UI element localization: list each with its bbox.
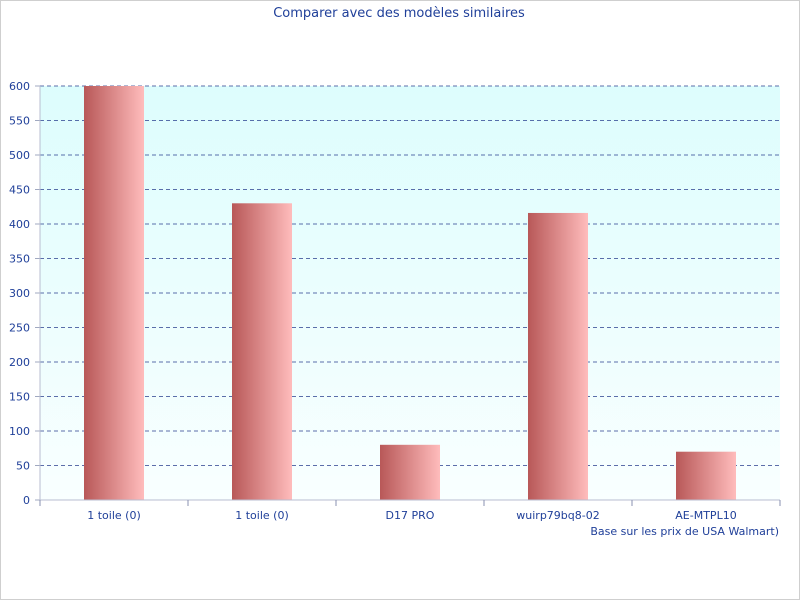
axes [39,86,780,501]
grid-lines [40,85,780,466]
chart-title: Comparer avec des modèles similaires [273,6,525,21]
bar [84,86,144,500]
y-tick-label: 200 [9,356,30,369]
y-tick-label: 0 [23,494,30,507]
bar [676,451,736,500]
bar [232,203,292,501]
price-source-note: Base sur les prix de USA Walmart) [590,525,779,538]
y-tick-label: 450 [9,184,30,197]
y-tick-label: 150 [9,391,30,404]
x-tick-label: AE-MTPL10 [675,509,736,522]
bar [380,444,440,500]
y-tick-label: 100 [9,425,30,438]
plot-area [40,86,780,500]
y-tick-label: 600 [9,80,30,93]
x-tick-label: 1 toile (0) [235,509,289,522]
y-axis-ticks: 0 50 100 150 200 250 300 350 400 450 500 550 600 [9,80,40,507]
y-tick-label: 350 [9,253,30,266]
y-tick-label: 250 [9,322,30,335]
bars [84,86,736,501]
bar [528,212,588,500]
x-tick-label: D17 PRO [386,509,435,522]
y-tick-label: 500 [9,149,30,162]
x-tick-label: wuirp79bq8-02 [516,509,599,522]
y-tick-label: 300 [9,287,30,300]
y-tick-label: 400 [9,218,30,231]
y-tick-label: 550 [9,115,30,128]
y-tick-label: 50 [16,460,30,473]
x-axis-ticks: 1 toile (0) 1 toile (0) D17 PRO wuirp79bq8-… [39,500,781,522]
x-tick-label: 1 toile (0) [87,509,141,522]
